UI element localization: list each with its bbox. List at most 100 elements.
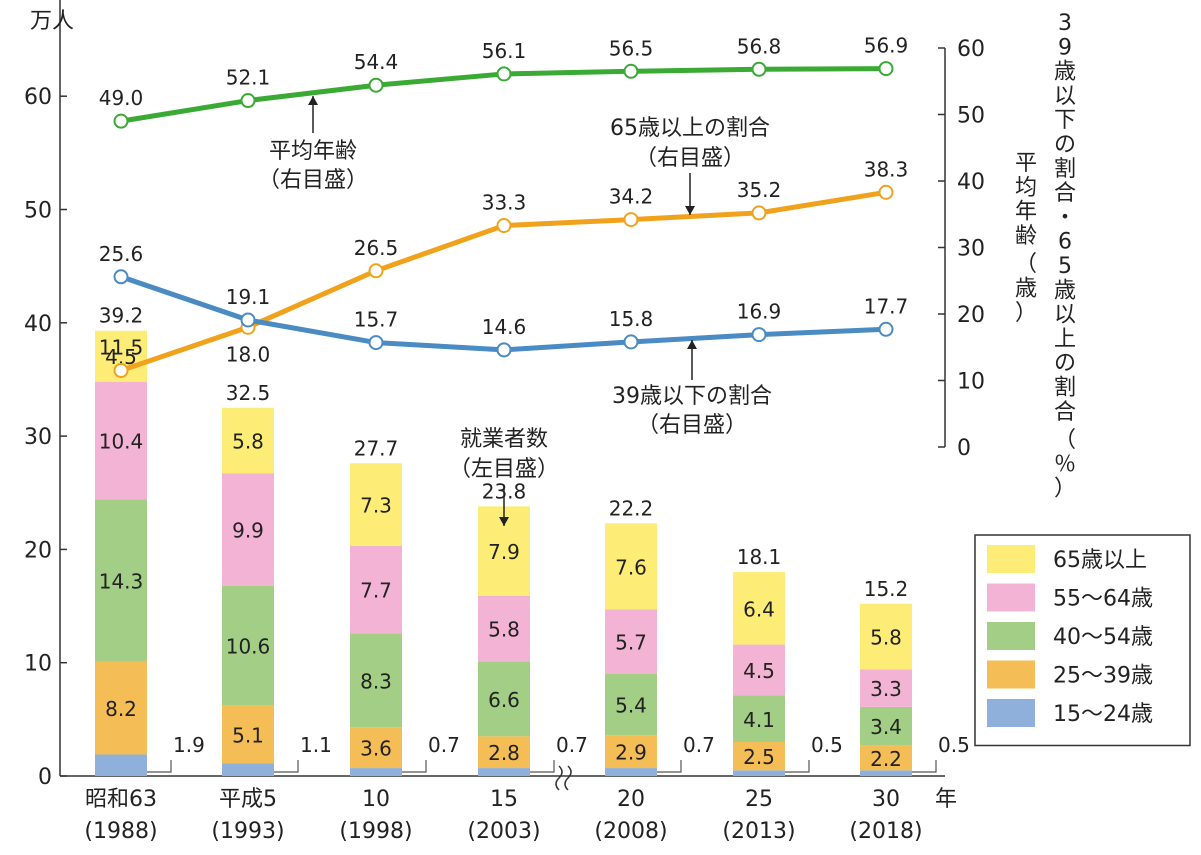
x-tick-label: 20 [617,787,645,812]
annotation-39under: 39歳以下の割合 [612,384,772,409]
legend-label: 15～24歳 [1053,702,1153,727]
bar-segment [222,407,274,474]
bar-segment [478,768,530,776]
bar-segment [733,572,785,645]
series-point-label: 15.7 [354,308,399,332]
right-axis-title-ratio-unit: （％） [1054,428,1076,502]
bar-segment [733,644,785,696]
bar-segment [95,499,147,662]
left-tick-label: 40 [24,312,52,337]
small-label-leader [402,760,427,773]
series-point-label: 35.2 [737,178,782,202]
right-tick-label: 30 [957,237,985,262]
x-tick-year: (1988) [84,819,157,844]
bar-segment [605,609,657,675]
arrow-workers-head [499,517,509,526]
annotation-avg-age: 平均年齢 [269,139,357,164]
bar-segment-label: 6.4 [743,597,775,621]
small-label-leader [274,760,299,773]
x-tick-year: (2013) [722,819,795,844]
arrow-65plus-head [685,206,695,215]
bar-segment-label: 2.9 [615,741,647,765]
bar-total-label: 27.7 [354,436,399,460]
bar-segment-label: 2.2 [870,747,902,771]
legend-swatch [987,545,1035,573]
x-tick-year: (2018) [849,819,922,844]
series-point [751,205,767,221]
series-point-label: 16.9 [737,300,782,324]
bar-segment [222,763,274,776]
right-tick-label: 60 [957,37,985,62]
bar-segment-label-youngest: 1.9 [173,733,205,757]
x-tick-label: 25 [745,787,773,812]
series-point [368,77,384,93]
bar-segment-label: 7.7 [360,579,392,603]
bar-segment [733,695,785,743]
series-point [623,334,639,350]
axis-break-mark [564,765,572,791]
bar-total-label: 18.1 [737,545,782,569]
series-point-label: 18.0 [226,342,271,366]
small-label-leader [530,760,555,773]
series-point [368,263,384,279]
x-tick-label: 30 [872,787,900,812]
bar-segment-label: 5.7 [615,631,647,655]
annotation-avg-age-scale: （右目盛） [258,168,368,193]
bar-segment-label: 7.9 [488,540,520,564]
bar-segment [605,674,657,736]
series-point-label: 14.6 [482,315,527,339]
series-point [751,61,767,77]
series-point-label: 26.5 [354,236,399,260]
bar-segment [222,705,274,764]
series-point [113,269,129,285]
series-point-label: 33.3 [482,191,527,215]
bar-segment-label: 10.4 [99,430,144,454]
x-tick-label: 平成5 [219,787,277,812]
legend-label: 55～64歳 [1053,587,1153,612]
annotation-65plus: 65歳以上の割合 [610,116,770,141]
right-axis-title-ratio: 3 9 歳以下の割合・ 6 5 歳以上の割合 [1054,11,1076,425]
bar-segment-label: 14.3 [99,570,144,594]
series-point [623,212,639,228]
x-tick-year: (2003) [467,819,540,844]
x-tick-label: 昭和63 [85,787,157,812]
series-point-label: 25.6 [99,242,144,266]
annotation-workers: 就業者数 [460,427,548,452]
axis-break-mark [555,765,563,791]
legend-swatch [987,660,1035,689]
arrow-39under-head [687,340,697,349]
bar-segment [350,727,402,769]
annotation-workers-scale: （左目盛） [449,457,559,482]
series-point [113,363,129,379]
bar-segment-label: 5.1 [232,724,264,748]
bar-segment-label: 2.8 [488,741,520,765]
right-axis-title-age: 平均年齢 [1015,151,1037,249]
series-point [240,312,256,328]
series-point [496,66,512,82]
right-tick-label: 20 [957,303,985,328]
bar-segment [350,546,402,634]
bar-segment-label-youngest: 0.7 [683,733,715,757]
left-tick-label: 30 [24,425,52,450]
right-axis-title-age-unit: （歳） [1015,252,1037,326]
bar-segment [350,768,402,776]
bar-segment-label: 5.8 [870,626,902,650]
bar-segment [860,603,912,670]
legend-label: 25～39歳 [1053,664,1153,689]
bar-segment-label-youngest: 1.1 [300,733,332,757]
series-point-label: 52.1 [226,66,271,90]
bar-segment [350,633,402,728]
legend-swatch [987,583,1035,612]
series-point-label: 56.5 [609,36,654,60]
series-point [240,93,256,109]
series-point-label: 56.8 [737,34,782,58]
series-point [751,327,767,343]
bar-segment-label: 9.9 [232,519,264,543]
bar-segment-label: 4.1 [743,708,775,732]
bar-segment-label-youngest: 0.5 [811,733,843,757]
small-label-leader [657,760,682,773]
x-tick-year: (1993) [211,819,284,844]
series-point [623,63,639,79]
bar-segment [605,523,657,610]
arrow-avg-age-head [308,96,318,105]
